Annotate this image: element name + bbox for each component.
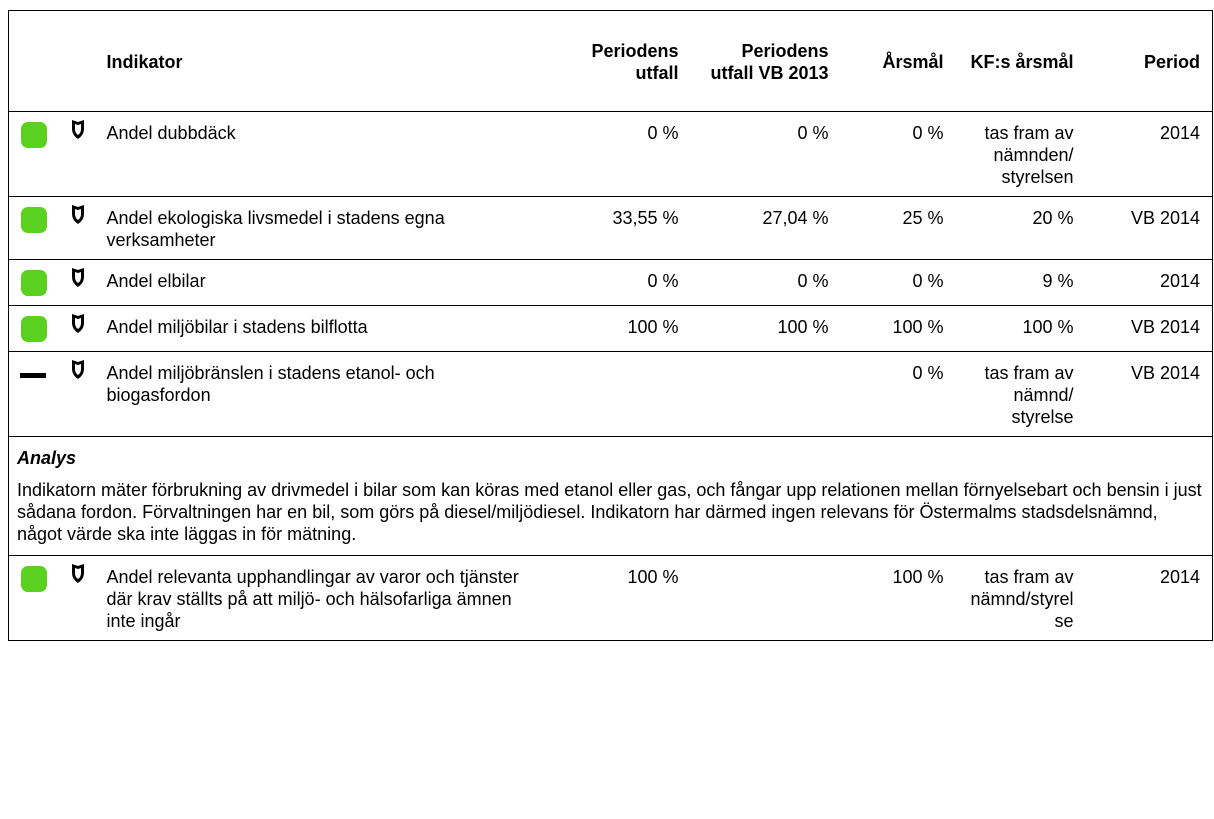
analysis-heading: Analys — [17, 448, 77, 468]
indicator-table: Indikator Periodens utfall Periodens utf… — [8, 10, 1213, 641]
value-cell: 2014 — [1085, 111, 1213, 197]
header-cell: Periodens utfall — [550, 10, 691, 112]
value-cell: 0 % — [840, 351, 956, 437]
value-cell: 25 % — [840, 196, 956, 260]
value-cell: VB 2014 — [1085, 305, 1213, 352]
header-row: Indikator Periodens utfall Periodens utf… — [8, 10, 1213, 112]
status-cell — [8, 196, 101, 260]
indicator-name: Andel miljöbilar i stadens bilflotta — [100, 305, 551, 352]
table-row: Andel miljöbränslen i stadens etanol- oc… — [8, 351, 1213, 437]
status-icons — [21, 268, 84, 296]
value-cell — [690, 555, 841, 641]
table-row: Andel miljöbilar i stadens bilflotta 100 … — [8, 305, 1213, 352]
shield-icon — [72, 268, 84, 287]
header-cell: Indikator — [100, 10, 551, 112]
indicator-name: Andel elbilar — [100, 259, 551, 306]
value-cell: 0 % — [690, 111, 841, 197]
value-cell: tas fram av nämnden/ styrelsen — [955, 111, 1086, 197]
value-cell: 9 % — [955, 259, 1086, 306]
indicator-name: Andel miljöbränslen i stadens etanol- oc… — [100, 351, 551, 437]
header-cell: Årsmål — [840, 10, 956, 112]
value-cell: 0 % — [840, 259, 956, 306]
status-icon — [21, 566, 47, 592]
value-cell: 100 % — [550, 305, 691, 352]
value-cell: 2014 — [1085, 259, 1213, 306]
value-cell: 100 % — [955, 305, 1086, 352]
indicator-name: Andel relevanta upphandlingar av varor o… — [100, 555, 551, 641]
status-icon — [21, 316, 47, 342]
analysis-row: Analys Indikatorn mäter förbrukning av dr… — [8, 436, 1213, 556]
shield-icon — [72, 120, 84, 139]
shield-icon — [72, 314, 84, 333]
status-icons — [21, 120, 84, 148]
shield-icon — [72, 564, 84, 583]
value-cell: tas fram av nämnd/ styrelse — [955, 351, 1086, 437]
indicator-name: Andel dubbdäck — [100, 111, 551, 197]
header-cell: Periodens utfall VB 2013 — [690, 10, 841, 112]
analysis-cell: Analys Indikatorn mäter förbrukning av dr… — [8, 436, 1213, 556]
analysis-text: Indikatorn mäter förbrukning av drivmede… — [17, 480, 1202, 544]
status-cell — [8, 555, 101, 641]
value-cell: 0 % — [550, 259, 691, 306]
indicator-name: Andel ekologiska livsmedel i stadens egn… — [100, 196, 551, 260]
value-cell: 0 % — [690, 259, 841, 306]
value-cell: 0 % — [840, 111, 956, 197]
value-cell: 100 % — [690, 305, 841, 352]
value-cell: 27,04 % — [690, 196, 841, 260]
status-cell — [8, 351, 101, 437]
status-icon — [21, 207, 47, 233]
status-icons — [20, 360, 84, 379]
status-icons — [21, 314, 84, 342]
value-cell — [690, 351, 841, 437]
table-row: Andel ekologiska livsmedel i stadens egn… — [8, 196, 1213, 260]
status-cell — [8, 305, 101, 352]
status-icon — [20, 373, 46, 378]
value-cell: 100 % — [840, 305, 956, 352]
value-cell: VB 2014 — [1085, 351, 1213, 437]
value-cell: 100 % — [840, 555, 956, 641]
status-cell — [8, 259, 101, 306]
table-row: Andel relevanta upphandlingar av varor o… — [8, 555, 1213, 641]
shield-icon — [72, 205, 84, 224]
status-icons — [21, 205, 84, 233]
status-icon — [21, 270, 47, 296]
table-row: Andel dubbdäck 0 % 0 % 0 % tas fram av nämnd… — [8, 111, 1213, 197]
status-cell — [8, 111, 101, 197]
shield-icon — [72, 360, 84, 379]
header-cell — [8, 10, 101, 112]
header-cell: KF:s årsmål — [955, 10, 1086, 112]
value-cell — [550, 351, 691, 437]
value-cell: 100 % — [550, 555, 691, 641]
status-icon — [21, 122, 47, 148]
value-cell: 33,55 % — [550, 196, 691, 260]
header-cell: Period — [1085, 10, 1213, 112]
table-body: Andel dubbdäck 0 % 0 % 0 % tas fram av nämnd… — [8, 111, 1213, 641]
value-cell: tas fram av nämnd/styrelse — [955, 555, 1086, 641]
value-cell: 2014 — [1085, 555, 1213, 641]
value-cell: 20 % — [955, 196, 1086, 260]
table-row: Andel elbilar 0 % 0 % 0 % 9 % 2014 — [8, 259, 1213, 306]
status-icons — [21, 564, 84, 592]
value-cell: VB 2014 — [1085, 196, 1213, 260]
value-cell: 0 % — [550, 111, 691, 197]
